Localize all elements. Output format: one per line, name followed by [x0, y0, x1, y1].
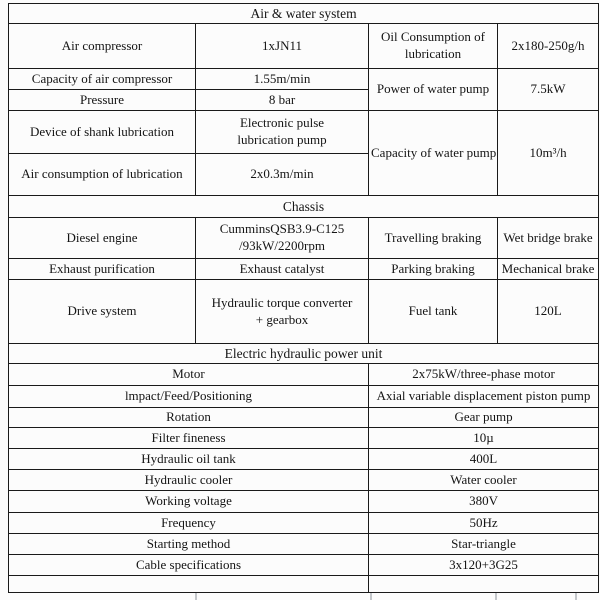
capacity-water-pump-label: Capacity of water pump [368, 110, 498, 196]
air-consumption-lubrication-value: 2x0.3m/min [195, 153, 369, 196]
rule-stub [495, 593, 497, 600]
starting-method-label: Starting method [8, 533, 369, 555]
section-title-electric-hydraulic-power-unit: Electric hydraulic power unit [7, 343, 600, 364]
power-water-pump-value: 7.5kW [496, 68, 600, 111]
air-compressor-label: Air compressor [8, 23, 196, 69]
pressure-label: Pressure [8, 89, 196, 111]
motor-label: Motor [8, 363, 369, 386]
exhaust-purification-value: Exhaust catalyst [195, 258, 369, 280]
rotation-value: Gear pump [367, 407, 600, 428]
working-voltage-value: 380V [367, 490, 600, 513]
frequency-label: Frequency [8, 512, 369, 534]
filter-fineness-value: 10µ [367, 427, 600, 449]
shank-lubrication-value: Electronic pulse lubrication pump [195, 110, 369, 154]
capacity-air-compressor-value: 1.55m/min [195, 68, 369, 90]
travelling-braking-value: Wet bridge brake [496, 217, 600, 259]
parking-braking-value: Mechanical brake [496, 258, 600, 280]
working-voltage-label: Working voltage [8, 490, 369, 513]
parking-braking-label: Parking braking [368, 258, 498, 280]
power-water-pump-label: Power of water pump [368, 68, 498, 111]
fuel-tank-label: Fuel tank [368, 279, 498, 344]
hydraulic-oil-tank-label: Hydraulic oil tank [8, 448, 369, 470]
fuel-tank-value: 120L [496, 279, 600, 344]
motor-value: 2x75kW/three-phase motor [367, 363, 600, 386]
impact-feed-positioning-label: lmpact/Feed/Positioning [8, 385, 369, 408]
hydraulic-cooler-value: Water cooler [367, 469, 600, 491]
rule-stub [575, 593, 577, 600]
impact-feed-positioning-value: Axial variable displacement piston pump [367, 385, 600, 408]
pressure-value: 8 bar [195, 89, 369, 111]
air-compressor-value: 1xJN11 [195, 23, 369, 69]
hydraulic-oil-tank-value: 400L [367, 448, 600, 470]
diesel-engine-value: CumminsQSB3.9-C125 /93kW/2200rpm [195, 217, 369, 259]
diesel-engine-label: Diesel engine [8, 217, 196, 259]
rotation-label: Rotation [8, 407, 369, 428]
capacity-water-pump-value: 10m³/h [496, 110, 600, 196]
frequency-value: 50Hz [367, 512, 600, 534]
drive-system-label: Drive system [8, 279, 196, 344]
oil-consumption-label: Oil Consumption of lubrication [368, 23, 498, 69]
exhaust-purification-label: Exhaust purification [8, 258, 196, 280]
rule-stub [370, 593, 372, 600]
cable-specifications-label: Cable specifications [8, 554, 369, 576]
empty-row-label [8, 575, 369, 593]
hydraulic-cooler-label: Hydraulic cooler [8, 469, 369, 491]
empty-row-value [367, 575, 600, 593]
filter-fineness-label: Filter fineness [8, 427, 369, 449]
rule-stub [195, 593, 197, 600]
cable-specifications-value: 3x120+3G25 [367, 554, 600, 576]
section-title-air-water-system: Air & water system [7, 3, 600, 24]
drive-system-value: Hydraulic torque converter + gearbox [195, 279, 369, 344]
starting-method-value: Star-triangle [367, 533, 600, 555]
spec-table: Air & water system Air compressor 1xJN11… [7, 3, 600, 593]
section-title-chassis: Chassis [7, 195, 600, 218]
travelling-braking-label: Travelling braking [368, 217, 498, 259]
shank-lubrication-label: Device of shank lubrication [8, 110, 196, 154]
oil-consumption-value: 2x180-250g/h [496, 23, 600, 69]
air-consumption-lubrication-label: Air consumption of lubrication [8, 153, 196, 196]
capacity-air-compressor-label: Capacity of air compressor [8, 68, 196, 90]
